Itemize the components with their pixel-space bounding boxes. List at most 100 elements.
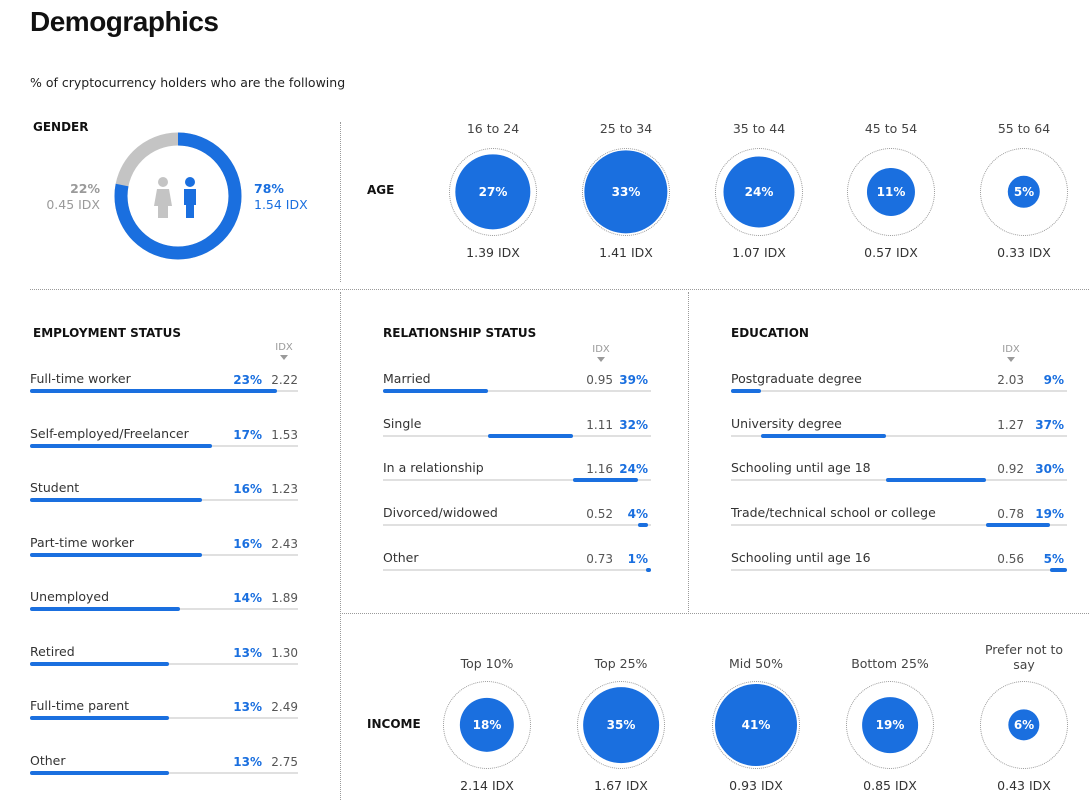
employment-label: Full-time worker <box>30 371 131 386</box>
employment-bar <box>30 661 170 666</box>
income-bubble <box>583 687 659 763</box>
employment-label: Full-time parent <box>30 698 130 713</box>
female-icon <box>154 177 172 218</box>
employment-percent: 16% <box>233 536 262 551</box>
relationship-track <box>383 479 651 482</box>
education-track <box>731 568 1067 571</box>
education-idx: 0.78 <box>997 507 1024 522</box>
employment-bar <box>30 607 181 611</box>
age-ring: 24% <box>715 148 803 236</box>
relationship-percent: 1% <box>627 551 648 566</box>
employment-idx: 2.49 <box>271 700 298 714</box>
education-label: University degree <box>731 415 842 431</box>
relationship-sort-arrow-icon <box>597 357 605 362</box>
income-bubble <box>862 697 918 753</box>
age-label: 55 to 64 <box>997 121 1051 136</box>
employment-label: Other <box>30 752 66 768</box>
employment-percent: 13% <box>233 700 262 714</box>
age-ring: 5% <box>980 148 1068 236</box>
education-row: Schooling until age 18 0.92 30% <box>731 460 1067 484</box>
education-row: Schooling until age 16 0.56 5% <box>731 550 1067 574</box>
age-idx: 1.39 IDX <box>466 245 520 260</box>
employment-idx: 2.43 <box>271 536 298 551</box>
employment-percent: 13% <box>233 754 262 769</box>
education-label: Postgraduate degree <box>731 371 862 386</box>
education-idx: 0.92 <box>997 462 1024 477</box>
education-percent: 9% <box>1043 373 1064 387</box>
age-idx: 0.57 IDX <box>864 245 918 260</box>
income-label: Top 25% <box>594 656 648 671</box>
employment-percent: 17% <box>233 427 262 442</box>
education-row: Trade/technical school or college 0.78 19% <box>731 505 1067 529</box>
income-label: Top 10% <box>460 656 514 671</box>
education-title: EDUCATION <box>731 326 809 340</box>
relationship-bar <box>487 433 574 438</box>
employment-row: Student 1.23 16% <box>30 480 298 504</box>
relationship-title: RELATIONSHIP STATUS <box>383 326 537 340</box>
relationship-bar <box>637 523 649 528</box>
relationship-row: Other 0.73 1% <box>383 550 651 574</box>
age-ring: 33% <box>582 148 670 236</box>
relationship-track <box>383 568 651 571</box>
employment-percent: 16% <box>233 482 262 496</box>
employment-sort-arrow-icon <box>280 355 288 360</box>
relationship-idx-header: IDX <box>592 344 610 355</box>
gender-donut <box>114 132 242 260</box>
relationship-percent: 39% <box>619 373 648 387</box>
education-label: Schooling until age 18 <box>731 460 871 476</box>
relationship-idx: 1.11 <box>586 417 613 432</box>
employment-idx: 2.22 <box>271 373 298 387</box>
education-bar <box>761 433 886 438</box>
employment-idx: 2.75 <box>271 754 298 769</box>
divider-gender-age <box>340 122 341 282</box>
employment-bar <box>30 443 213 448</box>
education-idx: 0.56 <box>997 551 1024 566</box>
relationship-label: Divorced/widowed <box>383 505 498 521</box>
employment-bar <box>30 770 170 775</box>
employment-idx: 1.89 <box>271 591 298 605</box>
education-track <box>731 390 1067 392</box>
education-label: Schooling until age 16 <box>731 549 871 565</box>
education-track <box>731 524 1067 527</box>
employment-row: Full-time parent 2.49 13% <box>30 698 298 722</box>
gender-title: GENDER <box>33 120 89 134</box>
employment-label: Retired <box>30 643 75 659</box>
relationship-bar <box>646 567 651 572</box>
page-subtitle: % of cryptocurrency holders who are the … <box>30 75 346 90</box>
gender-donut-male-arc <box>114 132 242 260</box>
age-label: 16 to 24 <box>466 121 520 136</box>
employment-bar <box>30 716 170 720</box>
education-percent: 37% <box>1035 417 1064 432</box>
age-ring: 11% <box>847 148 935 236</box>
male-idx: 1.54 IDX <box>254 197 308 212</box>
income-percent: 35% <box>606 718 636 732</box>
education-percent: 5% <box>1043 551 1064 566</box>
age-idx: 1.41 IDX <box>599 245 653 260</box>
education-percent: 30% <box>1035 462 1064 477</box>
income-idx: 1.67 IDX <box>594 778 648 793</box>
age-title: AGE <box>367 183 395 197</box>
income-title: INCOME <box>367 717 421 731</box>
divider-relationship-education <box>688 292 689 612</box>
employment-row: Unemployed 1.89 14% <box>30 589 298 613</box>
employment-row: Full-time worker 2.22 23% <box>30 371 298 395</box>
relationship-label: Single <box>383 415 422 431</box>
age-percent: 24% <box>744 185 774 199</box>
income-bubble <box>715 684 797 766</box>
age-percent: 11% <box>876 185 906 199</box>
relationship-row: Divorced/widowed 0.52 4% <box>383 505 651 529</box>
education-track <box>731 434 1067 437</box>
employment-label: Part-time worker <box>30 534 135 550</box>
female-percent: 22% <box>70 181 100 196</box>
relationship-idx: 0.73 <box>586 551 613 566</box>
relationship-percent: 32% <box>619 417 648 432</box>
age-label: 25 to 34 <box>599 121 653 136</box>
page-title: Demographics <box>30 6 219 37</box>
income-ring: 35% <box>577 681 665 769</box>
employment-percent: 23% <box>233 373 262 387</box>
relationship-idx: 0.52 <box>586 507 613 522</box>
divider-employment <box>340 292 341 800</box>
age-bubble <box>584 150 668 234</box>
employment-title: EMPLOYMENT STATUS <box>33 326 181 340</box>
relationship-percent: 24% <box>619 462 648 477</box>
